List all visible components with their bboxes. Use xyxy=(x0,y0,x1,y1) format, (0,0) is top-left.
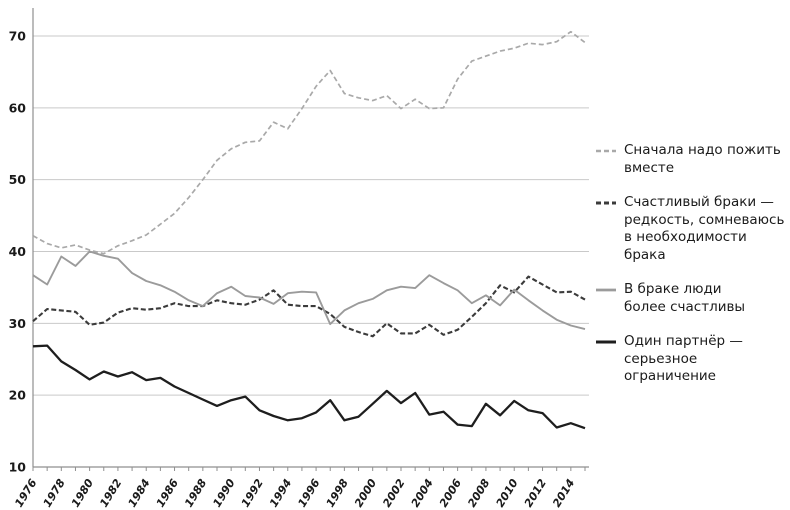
legend-label: Один партнёр — серьезное ограничение xyxy=(624,333,743,385)
x-axis-tick-label: 2012 xyxy=(522,476,549,509)
x-axis-tick-label: 2006 xyxy=(437,476,464,509)
series-line-3 xyxy=(32,344,586,430)
y-axis-tick-label: 40 xyxy=(9,244,27,259)
x-axis-tick-label: 2002 xyxy=(380,476,407,509)
x-axis-tick-label: 1988 xyxy=(182,476,209,509)
x-axis-tick-label: 2000 xyxy=(352,476,379,509)
legend-line-sample-icon xyxy=(596,288,616,292)
y-axis-tick-label: 50 xyxy=(9,172,27,187)
x-axis-tick-label: 1978 xyxy=(41,476,68,509)
y-axis-tick-label: 10 xyxy=(9,460,27,475)
legend: Сначала надо пожить вместе Счастливый бр… xyxy=(596,142,790,403)
x-axis-tick-label: 2008 xyxy=(465,476,492,509)
x-axis-tick-label: 2014 xyxy=(550,477,577,510)
x-axis-tick-label: 1998 xyxy=(324,476,351,509)
x-axis-tick-label: 1996 xyxy=(295,476,322,509)
legend-line-sample-icon xyxy=(596,149,616,153)
legend-item-married-happier: В браке люди более счастливы xyxy=(596,281,790,316)
series-line-1 xyxy=(32,275,586,338)
legend-label: В браке люди более счастливы xyxy=(624,281,746,315)
y-axis-tick-label: 30 xyxy=(9,316,27,331)
x-axis-tick-label: 1994 xyxy=(267,477,294,510)
legend-line-sample-icon xyxy=(596,340,616,344)
x-axis-tick-label: 1986 xyxy=(154,476,181,509)
y-axis-tick-label: 20 xyxy=(9,388,27,403)
legend-label: Счастливый браки — редкость, сомневаюсь … xyxy=(624,194,785,263)
legend-item-happy-marriage-rare: Счастливый браки — редкость, сомневаюсь … xyxy=(596,194,790,264)
x-axis-tick-label: 2004 xyxy=(409,477,436,510)
x-axis-tick-label: 1976 xyxy=(12,476,39,509)
legend-label: Сначала надо пожить вместе xyxy=(624,142,781,176)
x-axis-tick-label: 2010 xyxy=(494,476,521,509)
series-line-0 xyxy=(32,30,586,255)
y-axis-tick-label: 60 xyxy=(9,100,27,115)
x-axis-tick-label: 1992 xyxy=(239,476,266,509)
x-axis-tick-label: 1982 xyxy=(97,476,124,509)
legend-line-sample-icon xyxy=(596,201,616,205)
legend-item-cohabit-first: Сначала надо пожить вместе xyxy=(596,142,790,177)
x-axis-tick-label: 1984 xyxy=(126,477,153,510)
series-line-2 xyxy=(32,250,586,331)
legend-item-one-partner-limitation: Один партнёр — серьезное ограничение xyxy=(596,333,790,386)
x-axis-tick-label: 1990 xyxy=(210,476,237,509)
x-axis-tick-label: 1980 xyxy=(69,476,96,509)
y-axis-tick-label: 70 xyxy=(9,29,27,44)
